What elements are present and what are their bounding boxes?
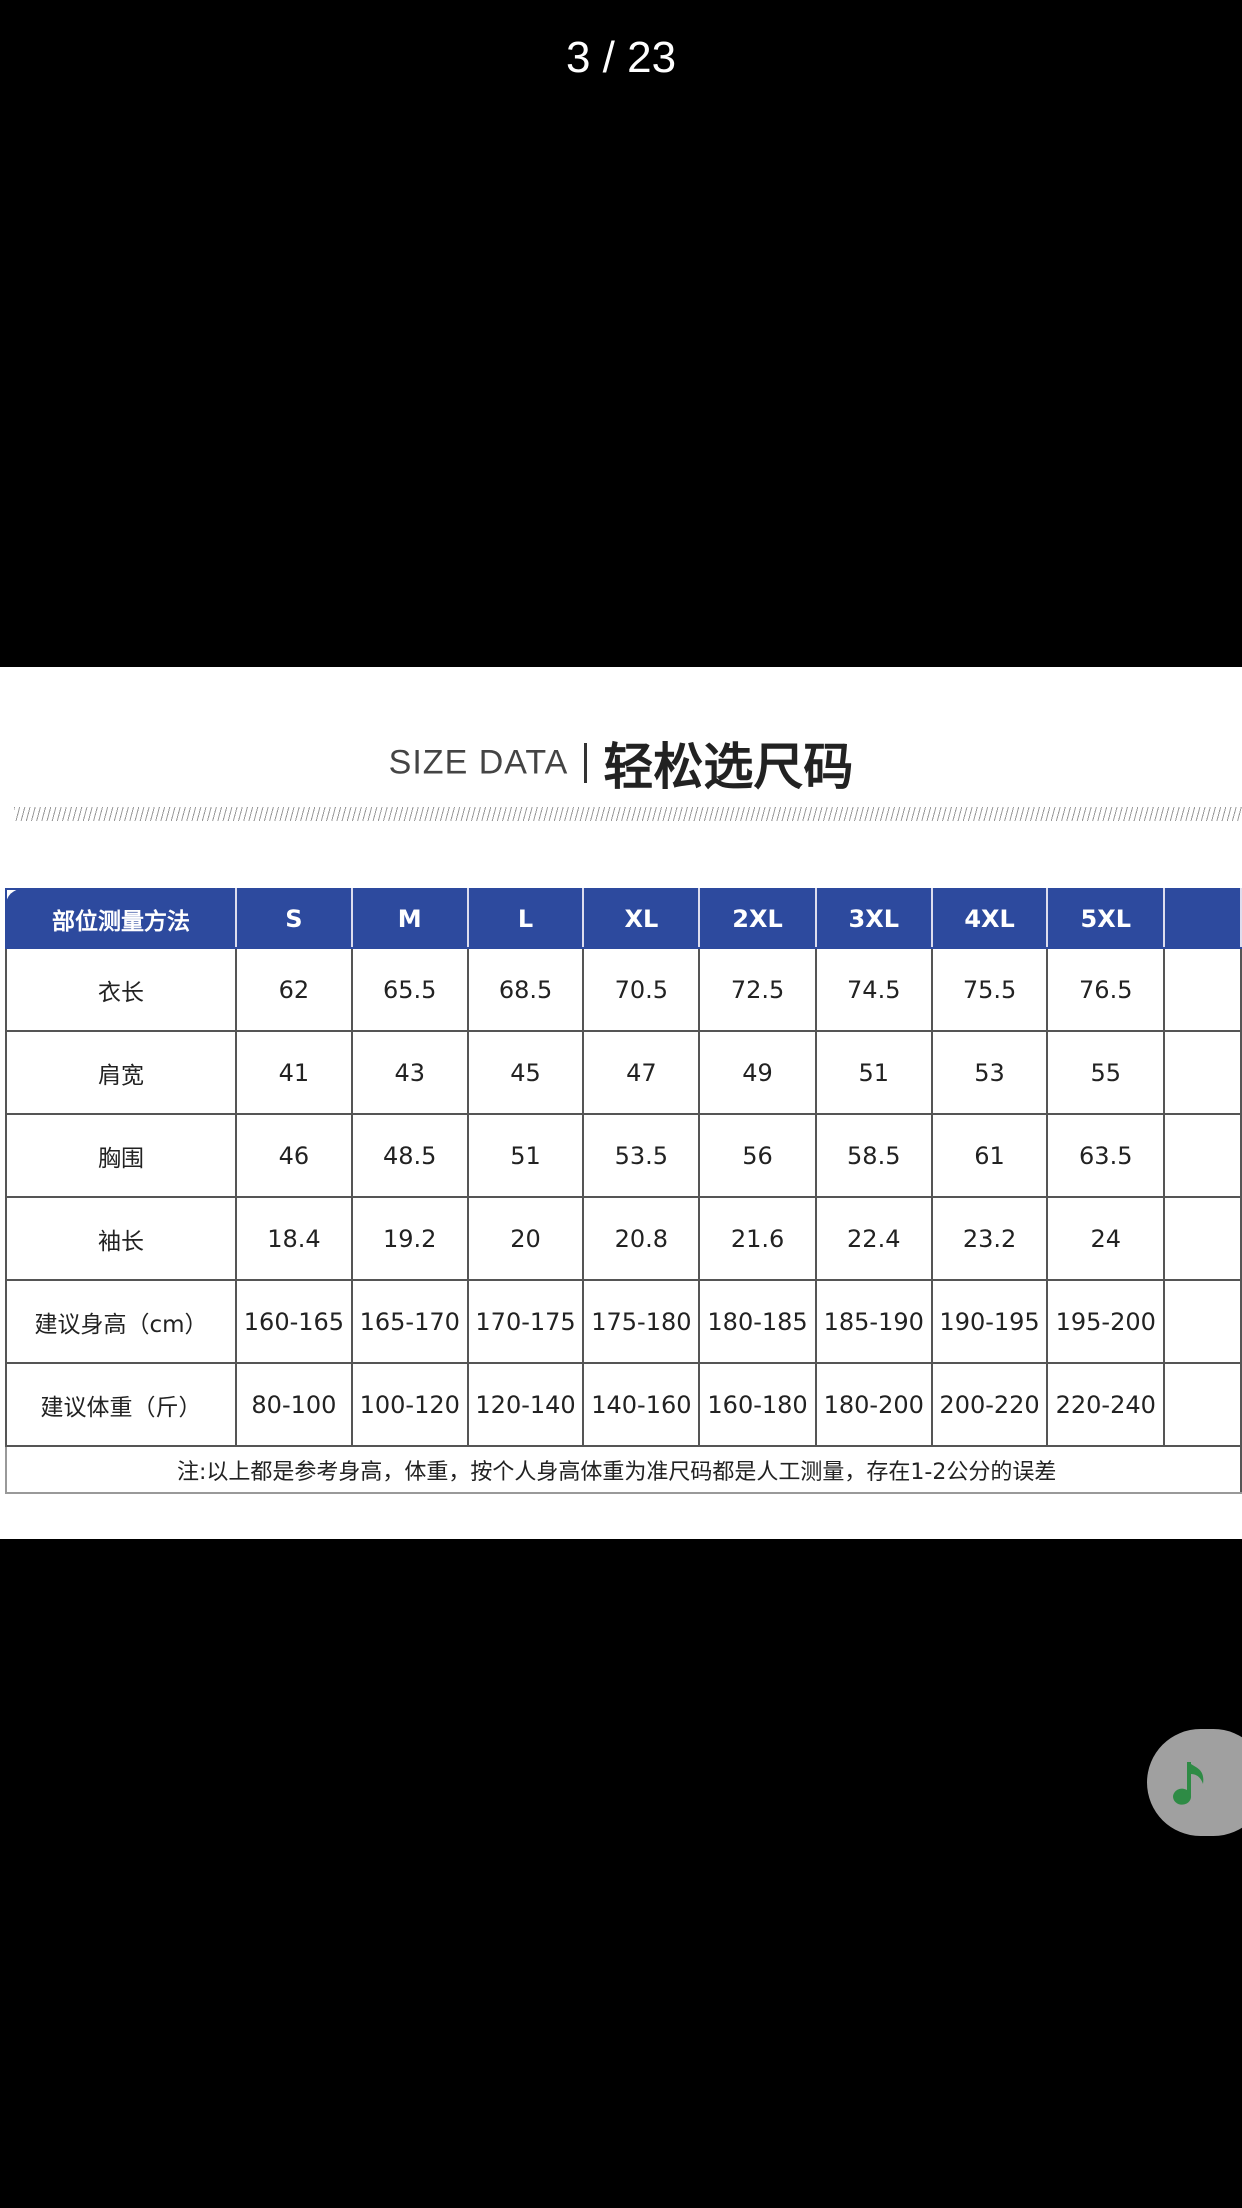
table-cell: 100-120 xyxy=(350,1362,469,1447)
table-cell: 76.5 xyxy=(1046,947,1166,1032)
header-size: L xyxy=(466,888,585,949)
table-cell: 175-180 xyxy=(582,1279,701,1364)
table-row: 肩宽 41 43 45 47 49 51 53 55 xyxy=(4,1030,1242,1115)
table-cell xyxy=(1163,947,1242,1032)
header-size: 3XL xyxy=(814,888,933,949)
table-row: 胸围 46 48.5 51 53.5 56 58.5 61 63.5 xyxy=(4,1113,1242,1198)
size-chart-title: SIZE DATA 轻松选尺码 xyxy=(0,727,1242,799)
note-row: 注:以上都是参考身高，体重，按个人身高体重为准尺码都是人工测量，存在1-2公分的… xyxy=(5,1445,1242,1494)
table-note: 注:以上都是参考身高，体重，按个人身高体重为准尺码都是人工测量，存在1-2公分的… xyxy=(5,1445,1242,1494)
table-cell: 51 xyxy=(466,1113,585,1198)
table-cell: 63.5 xyxy=(1046,1113,1166,1198)
table-cell: 160-180 xyxy=(698,1362,817,1447)
size-table: 部位测量方法 S M L XL 2XL 3XL 4XL 5XL 衣长 62 65.5 68.5 70.5… xyxy=(4,888,1242,1494)
table-row: 建议体重（斤） 80-100 100-120 120-140 140-160 160-18… xyxy=(4,1362,1242,1447)
header-size: M xyxy=(350,888,469,949)
table-cell: 70.5 xyxy=(582,947,701,1032)
title-cn: 轻松选尺码 xyxy=(603,738,854,796)
table-cell: 180-185 xyxy=(698,1279,817,1364)
table-cell xyxy=(1163,1362,1242,1447)
table-cell: 72.5 xyxy=(698,947,817,1032)
table-cell: 74.5 xyxy=(814,947,933,1032)
header-size: XL xyxy=(582,888,701,949)
table-cell: 220-240 xyxy=(1046,1362,1166,1447)
table-cell: 165-170 xyxy=(350,1279,469,1364)
table-cell: 75.5 xyxy=(930,947,1049,1032)
title-en: SIZE DATA xyxy=(388,743,569,782)
table-cell: 51 xyxy=(814,1030,933,1115)
music-button[interactable] xyxy=(1147,1729,1242,1836)
header-size: S xyxy=(235,888,353,949)
image-viewer-image[interactable]: SIZE DATA 轻松选尺码 部位测量方法 S M L XL 2XL 3XL 4XL 5XL 衣… xyxy=(0,667,1242,1539)
table-cell: 55 xyxy=(1046,1030,1166,1115)
row-label: 肩宽 xyxy=(4,1030,238,1115)
table-cell: 19.2 xyxy=(350,1196,469,1281)
table-cell xyxy=(1163,1279,1242,1364)
table-cell: 22.4 xyxy=(814,1196,933,1281)
table-cell: 200-220 xyxy=(930,1362,1049,1447)
row-label: 袖长 xyxy=(4,1196,238,1281)
header-measure-method: 部位测量方法 xyxy=(4,888,238,949)
header-size: 4XL xyxy=(930,888,1049,949)
table-cell: 160-165 xyxy=(235,1279,353,1364)
header-size xyxy=(1163,888,1242,949)
row-label: 衣长 xyxy=(4,947,238,1032)
table-header-row: 部位测量方法 S M L XL 2XL 3XL 4XL 5XL xyxy=(4,888,1242,949)
table-cell: 21.6 xyxy=(698,1196,817,1281)
table-cell: 45 xyxy=(466,1030,585,1115)
row-label: 建议体重（斤） xyxy=(4,1362,238,1447)
table-cell: 140-160 xyxy=(582,1362,701,1447)
table-cell: 53.5 xyxy=(582,1113,701,1198)
table-cell: 43 xyxy=(350,1030,469,1115)
table-cell: 62 xyxy=(235,947,353,1032)
table-cell: 53 xyxy=(930,1030,1049,1115)
table-cell: 61 xyxy=(930,1113,1049,1198)
table-cell: 68.5 xyxy=(466,947,585,1032)
table-row: 衣长 62 65.5 68.5 70.5 72.5 74.5 75.5 76.5 xyxy=(4,947,1242,1032)
table-cell: 20.8 xyxy=(582,1196,701,1281)
table-cell: 58.5 xyxy=(814,1113,933,1198)
music-note-icon xyxy=(1173,1761,1204,1805)
header-size: 5XL xyxy=(1046,888,1166,949)
table-cell: 65.5 xyxy=(350,947,469,1032)
table-cell: 170-175 xyxy=(466,1279,585,1364)
table-cell: 49 xyxy=(698,1030,817,1115)
header-size: 2XL xyxy=(698,888,817,949)
table-cell: 24 xyxy=(1046,1196,1166,1281)
table-cell: 185-190 xyxy=(814,1279,933,1364)
table-cell: 46 xyxy=(235,1113,353,1198)
table-cell xyxy=(1163,1030,1242,1115)
table-cell: 180-200 xyxy=(814,1362,933,1447)
table-cell xyxy=(1163,1113,1242,1198)
image-counter: 3 / 23 xyxy=(565,33,677,82)
table-cell xyxy=(1163,1196,1242,1281)
row-label: 胸围 xyxy=(4,1113,238,1198)
table-cell: 20 xyxy=(466,1196,585,1281)
title-divider xyxy=(584,743,588,783)
table-cell: 80-100 xyxy=(235,1362,353,1447)
table-cell: 190-195 xyxy=(930,1279,1049,1364)
table-row: 建议身高（cm） 160-165 165-170 170-175 175-180 180-… xyxy=(4,1279,1242,1364)
table-cell: 48.5 xyxy=(350,1113,469,1198)
row-label: 建议身高（cm） xyxy=(4,1279,238,1364)
table-cell: 56 xyxy=(698,1113,817,1198)
hatch-divider xyxy=(14,807,1242,821)
table-cell: 47 xyxy=(582,1030,701,1115)
table-cell: 41 xyxy=(235,1030,353,1115)
table-row: 袖长 18.4 19.2 20 20.8 21.6 22.4 23.2 24 xyxy=(4,1196,1242,1281)
table-cell: 120-140 xyxy=(466,1362,585,1447)
table-cell: 18.4 xyxy=(235,1196,353,1281)
table-cell: 23.2 xyxy=(930,1196,1049,1281)
table-cell: 195-200 xyxy=(1046,1279,1166,1364)
